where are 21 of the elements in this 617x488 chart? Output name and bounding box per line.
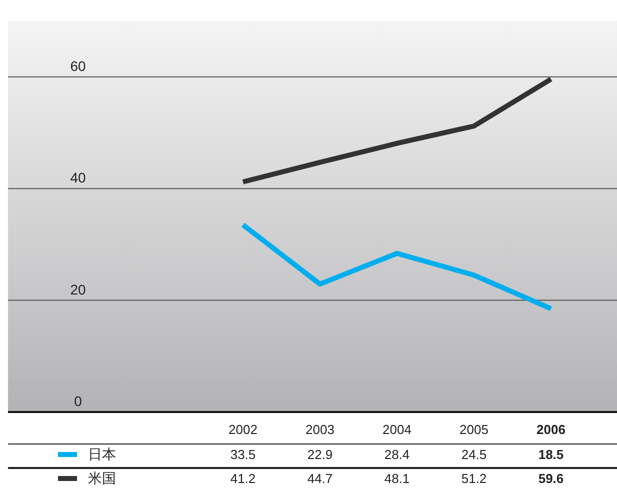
data-label: 18.5 [538, 447, 564, 462]
data-label: 48.1 [384, 471, 410, 486]
data-label: 24.5 [461, 447, 487, 462]
x-tick-label: 2002 [228, 422, 258, 437]
data-label: 41.2 [230, 471, 256, 486]
data-label: 59.6 [538, 471, 564, 486]
y-tick-label: 0 [74, 393, 82, 409]
x-tick-label: 2006 [536, 422, 566, 437]
data-label: 44.7 [307, 471, 333, 486]
data-label: 22.9 [307, 447, 333, 462]
x-tick-label: 2004 [382, 422, 412, 437]
data-label: 28.4 [384, 447, 410, 462]
data-label: 33.5 [230, 447, 256, 462]
y-tick-label: 60 [70, 58, 86, 74]
y-tick-label: 20 [70, 281, 86, 298]
data-label: 51.2 [461, 471, 487, 486]
y-tick-label: 40 [70, 170, 86, 186]
legend-label: 米国 [88, 470, 116, 486]
x-tick-label: 2005 [460, 422, 488, 437]
x-tick-label: 2003 [306, 422, 334, 437]
legend-label: 日本 [88, 446, 116, 462]
